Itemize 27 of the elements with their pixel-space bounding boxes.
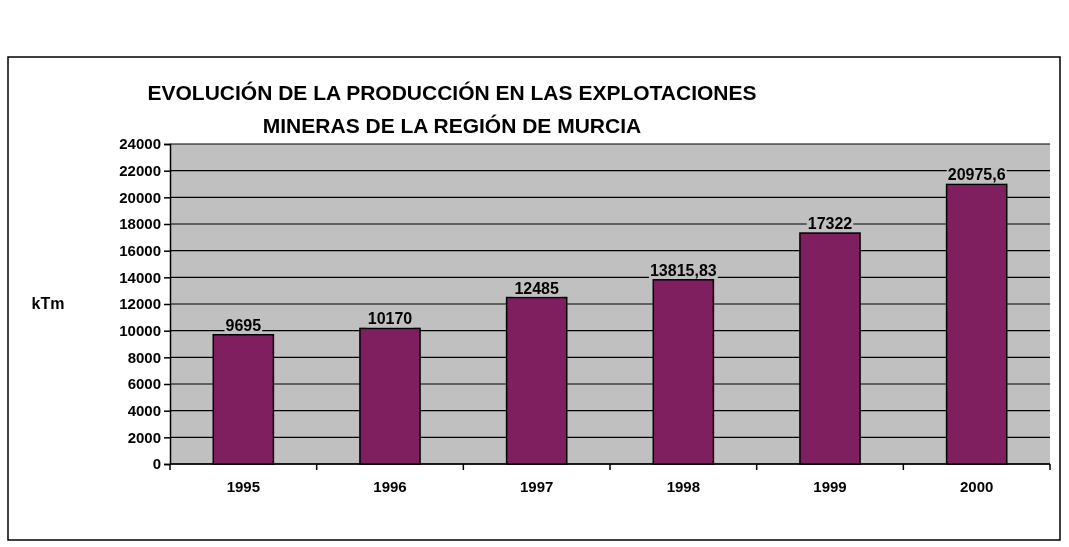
y-tick-label: 16000 [119, 241, 161, 259]
data-label: 17322 [807, 215, 853, 233]
x-tick-label: 2000 [959, 478, 994, 495]
y-tick-label: 22000 [119, 161, 161, 179]
data-label: 13815,83 [649, 261, 717, 279]
data-label: 12485 [514, 279, 560, 297]
x-tick-label: 1995 [226, 478, 261, 495]
data-label: 20975,6 [947, 166, 1006, 184]
data-label: 9695 [225, 316, 262, 334]
y-tick-label: 8000 [127, 348, 161, 366]
y-tick-label: 12000 [119, 295, 161, 313]
y-axis-title: kTm [31, 295, 65, 312]
y-tick-label: 4000 [127, 401, 161, 419]
y-tick-label: 2000 [127, 428, 161, 446]
y-tick-label: 6000 [127, 375, 161, 393]
x-tick-label: 1998 [666, 478, 701, 495]
y-tick-label: 20000 [119, 188, 161, 206]
y-tick-label: 24000 [119, 135, 161, 153]
y-tick-label: 10000 [119, 321, 161, 339]
y-tick-label: 0 [152, 455, 161, 473]
x-tick-label: 1996 [373, 478, 407, 495]
chart-title: EVOLUCIÓN DE LA PRODUCCIÓN EN LAS EXPLOTACIONES MINERAS DE LA REGIÓN DE MURCIA [147, 81, 757, 137]
y-tick-label: 14000 [119, 268, 161, 286]
y-tick-label: 18000 [119, 215, 161, 233]
data-label: 10170 [367, 310, 413, 328]
x-tick-label: 1997 [519, 478, 554, 495]
x-tick-label: 1999 [813, 478, 847, 495]
